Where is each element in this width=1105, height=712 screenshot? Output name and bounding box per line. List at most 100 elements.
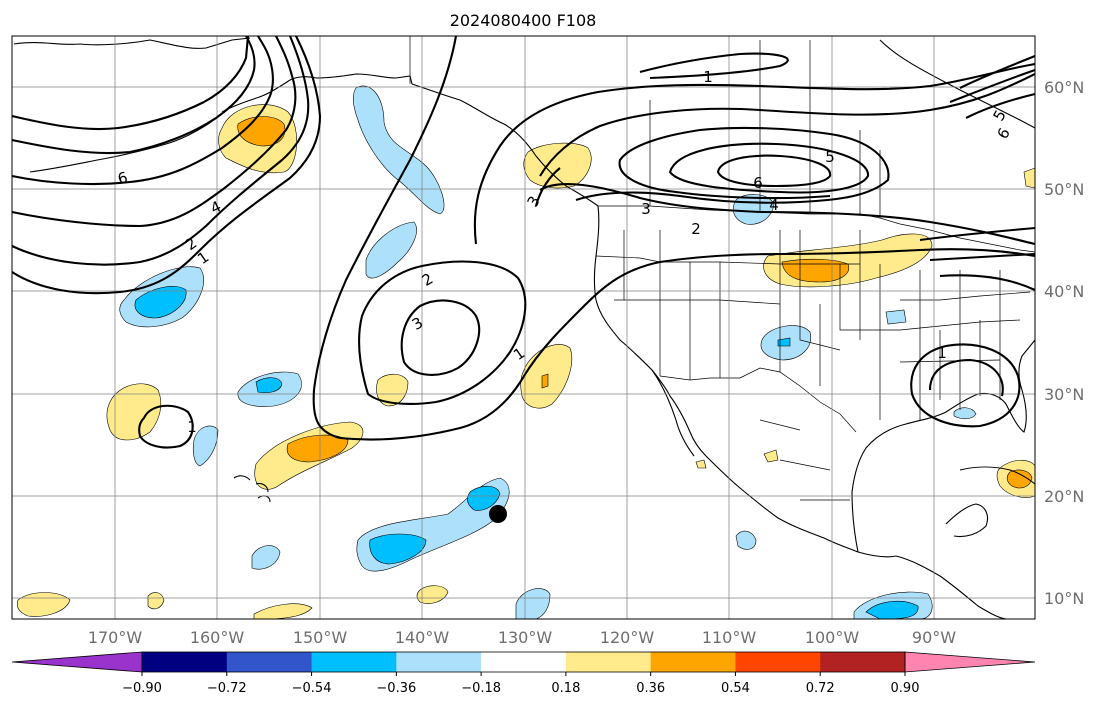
coastline-central-america (895, 555, 1007, 620)
colorbar-segments (11, 651, 1036, 673)
positive-area-small-5 (763, 449, 779, 463)
colorbar-tick-label: 0.72 (806, 681, 835, 696)
colorbar-tick-label: 0.90 (891, 681, 920, 696)
contour-line-east-low (910, 343, 1021, 428)
gridlines (12, 36, 1035, 619)
contour-line-ridge-outer (473, 62, 1036, 245)
colorbar-extend-high (904, 651, 1036, 673)
colorbar-segment (311, 652, 397, 672)
contour-line-ridge-5 (668, 142, 870, 194)
colorbar-tick-label: 0.54 (721, 681, 750, 696)
negative-core-hawaii-east (369, 533, 427, 565)
contour-line-ridge-3 (539, 73, 1036, 177)
negative-anomaly-shading (119, 85, 977, 620)
contour-line-trough-1 (312, 35, 1036, 441)
contour-lines (11, 35, 1036, 449)
colorbar-tick-label: 0.18 (551, 681, 580, 696)
contour-label-6b: 6 (753, 174, 763, 192)
contour-label-6a: 6 (116, 168, 130, 188)
colorbar-tick-label: 0.36 (636, 681, 665, 696)
positive-core-baja (541, 373, 549, 389)
border-mexico-states (759, 419, 850, 501)
contour-line-bering-1 (11, 35, 322, 295)
positive-area-westpac (106, 383, 162, 441)
negative-area-small-midwest (885, 309, 907, 325)
lon-label-160w: 160°W (190, 628, 245, 647)
contour-label-1d: 1 (187, 418, 197, 436)
negative-core-hawaii-east-2 (467, 485, 501, 511)
map-background (12, 36, 1035, 619)
contour-line-closed-west (138, 404, 194, 449)
negative-core-central (255, 377, 283, 394)
lat-label-10n: 10°N (1044, 589, 1084, 608)
positive-area-south-4 (147, 592, 165, 610)
negative-area-mexico (735, 530, 757, 550)
contour-line-bering-4 (11, 35, 274, 186)
contour-line-bering-5 (11, 35, 256, 155)
contour-line-hudson-1 (639, 52, 789, 80)
negative-area-small-south (251, 545, 281, 570)
colorbar-segment (396, 652, 482, 672)
lon-label-130w: 130°W (498, 628, 553, 647)
contour-line-trough-2 (358, 260, 527, 405)
latitude-labels: 60°N 50°N 40°N 30°N 20°N 10°N (1044, 78, 1084, 608)
colorbar-segment (565, 652, 652, 672)
contour-label-2b: 2 (691, 220, 701, 238)
contour-line-ridge-2 (539, 183, 1036, 246)
colorbar-extend-low (11, 651, 143, 673)
map-frame (11, 35, 1036, 620)
coastline-cuba (959, 466, 1036, 485)
border-canada-provinces (649, 40, 881, 218)
contour-label-1e: 1 (937, 344, 947, 362)
lat-label-50n: 50°N (1044, 180, 1084, 199)
positive-core-pacific (286, 434, 349, 463)
colorbar-ticks: −0.90 −0.72 −0.54 −0.36 −0.18 0.18 0.36 0.54 0.7… (122, 672, 919, 696)
contour-label-5a: 5 (825, 148, 835, 166)
contour-label-3b: 3 (641, 200, 651, 218)
map-title: 2024080400 F108 (450, 11, 597, 30)
coastline-north-alaska (13, 37, 251, 49)
positive-core-gulf (1006, 469, 1033, 489)
colorbar-segment (481, 652, 567, 672)
lon-label-120w: 120°W (600, 628, 655, 647)
location-marker (489, 505, 507, 523)
negative-area-mid-pac (365, 221, 417, 279)
border-states-east (899, 291, 1031, 400)
lat-label-40n: 40°N (1044, 282, 1084, 301)
lon-label-90w: 90°W (912, 628, 956, 647)
contour-line-sw-alaska (534, 167, 561, 207)
coastline-gulf-mexico (851, 393, 979, 553)
lat-label-20n: 20°N (1044, 487, 1084, 506)
colorbar-tick-label: −0.54 (292, 681, 332, 696)
colorbar-segment (735, 652, 821, 672)
contour-label-1: 1 (703, 68, 713, 86)
positive-area-small-6 (695, 459, 707, 469)
colorbar-segment (226, 652, 313, 672)
contour-line-east-3 (919, 226, 1036, 291)
lat-label-60n: 60°N (1044, 78, 1084, 97)
positive-area-small-1 (376, 373, 409, 407)
contour-line-east-1 (949, 55, 1036, 119)
colorbar-segment (820, 652, 906, 672)
colorbar-tick-label: −0.90 (122, 681, 162, 696)
colorbar-segment (650, 652, 736, 672)
longitude-labels: 170°W 160°W 150°W 140°W 130°W 120°W 110°… (88, 628, 956, 647)
colorbar: −0.90 −0.72 −0.54 −0.36 −0.18 0.18 0.36 0.54 0.7… (11, 651, 1036, 696)
negative-area-gulf-alaska (352, 85, 445, 215)
coastline-mexico-west (705, 455, 897, 558)
contour-line-east-low-2 (928, 358, 1004, 397)
contour-line-trough-3 (400, 299, 481, 376)
contour-line-ridge-6 (716, 154, 832, 188)
colorbar-tick-label: −0.36 (376, 681, 416, 696)
lon-label-100w: 100°W (805, 628, 860, 647)
negative-area-small-gulf (953, 407, 977, 420)
contour-line-bering-6 (11, 35, 250, 131)
contour-line-bering-3 (11, 35, 297, 228)
coastline-yucatan (945, 503, 989, 538)
lon-label-170w: 170°W (88, 628, 143, 647)
contour-line-ridge-4 (575, 126, 890, 204)
map-panel: 1 1 1 1 1 2 2 2 3 3 3 4 4 5 6 6 5 6 (11, 35, 1036, 620)
coastline-baja (651, 369, 707, 457)
lat-label-30n: 30°N (1044, 385, 1084, 404)
